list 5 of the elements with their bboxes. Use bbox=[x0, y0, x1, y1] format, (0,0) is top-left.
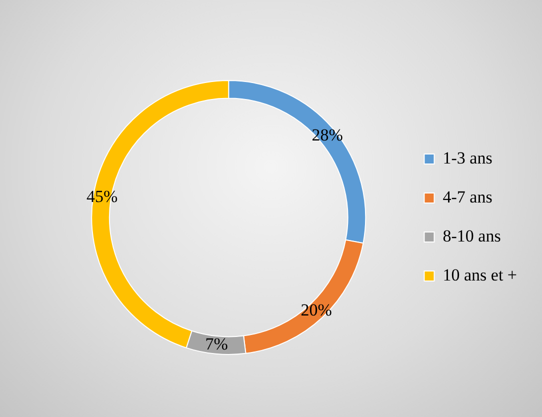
legend-label: 8-10 ans bbox=[442, 226, 501, 246]
legend-label: 1-3 ans bbox=[442, 148, 492, 168]
legend-label: 10 ans et + bbox=[442, 265, 518, 284]
legend-label: 4-7 ans bbox=[442, 187, 492, 206]
data-label: 7% bbox=[205, 334, 228, 354]
